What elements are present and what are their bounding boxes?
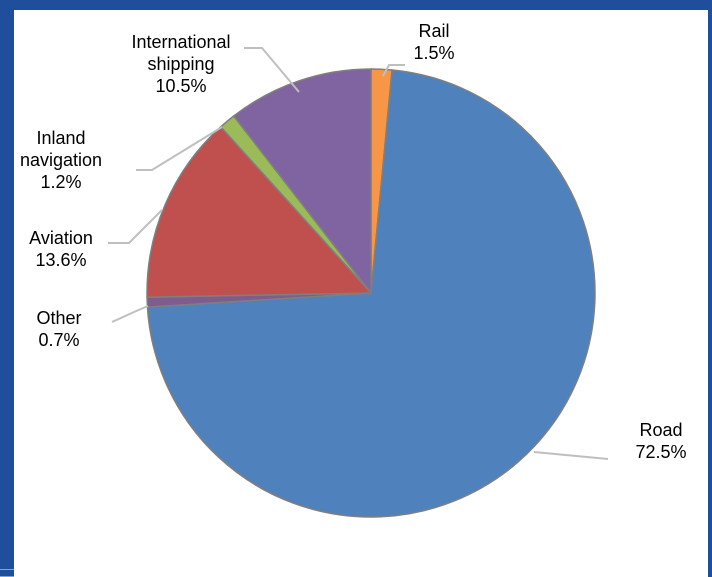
chart-panel: Rail 1.5% Road 72.5% Other 0.7% Aviation 13.6% I…: [14, 10, 708, 577]
slice-label-aviation: Aviation 13.6%: [29, 228, 93, 270]
pie-slice-international-shipping: [232, 68, 372, 296]
pie-slice-aviation: [146, 125, 373, 298]
leader-line-international-shipping: [244, 47, 300, 93]
slice-name-international-shipping: International: [131, 32, 230, 52]
leader-line-rail: [382, 64, 405, 77]
slice-name-other: Other: [36, 308, 81, 328]
pie-chart: Rail 1.5% Road 72.5% Other 0.7% Aviation 13.6% I…: [20, 21, 687, 518]
slice-name-rail: Rail: [418, 21, 449, 41]
slice-labels: Rail 1.5% Road 72.5% Other 0.7% Aviation 13.6% I…: [20, 21, 687, 462]
slice-name-inland-navigation: Inland: [36, 128, 85, 148]
leader-line-inland-navigation: [136, 126, 223, 171]
slice-value-other: 0.7%: [38, 330, 79, 350]
leader-line-road: [533, 451, 609, 460]
slice-value-road: 72.5%: [635, 442, 686, 462]
slice-label-inland-navigation: Inland navigation 1.2%: [20, 128, 102, 192]
slice-value-inland-navigation: 1.2%: [40, 172, 81, 192]
slice-label-road: Road 72.5%: [635, 420, 686, 462]
slice-label-other: Other 0.7%: [36, 308, 81, 350]
slice-name-international-shipping: shipping: [147, 54, 214, 74]
leader-line-other: [111, 305, 149, 323]
slice-value-international-shipping: 10.5%: [155, 76, 206, 96]
slice-label-international-shipping: International shipping 10.5%: [131, 32, 230, 96]
slice-name-aviation: Aviation: [29, 228, 93, 248]
slice-label-rail: Rail 1.5%: [413, 21, 454, 63]
leader-line-aviation: [108, 209, 163, 244]
leader-lines: [108, 47, 609, 460]
pie-slices: [146, 68, 596, 518]
slice-name-inland-navigation: navigation: [20, 150, 102, 170]
slice-name-road: Road: [639, 420, 682, 440]
slice-value-aviation: 13.6%: [35, 250, 86, 270]
slice-value-rail: 1.5%: [413, 43, 454, 63]
frame-edge-decoration: [0, 569, 14, 577]
